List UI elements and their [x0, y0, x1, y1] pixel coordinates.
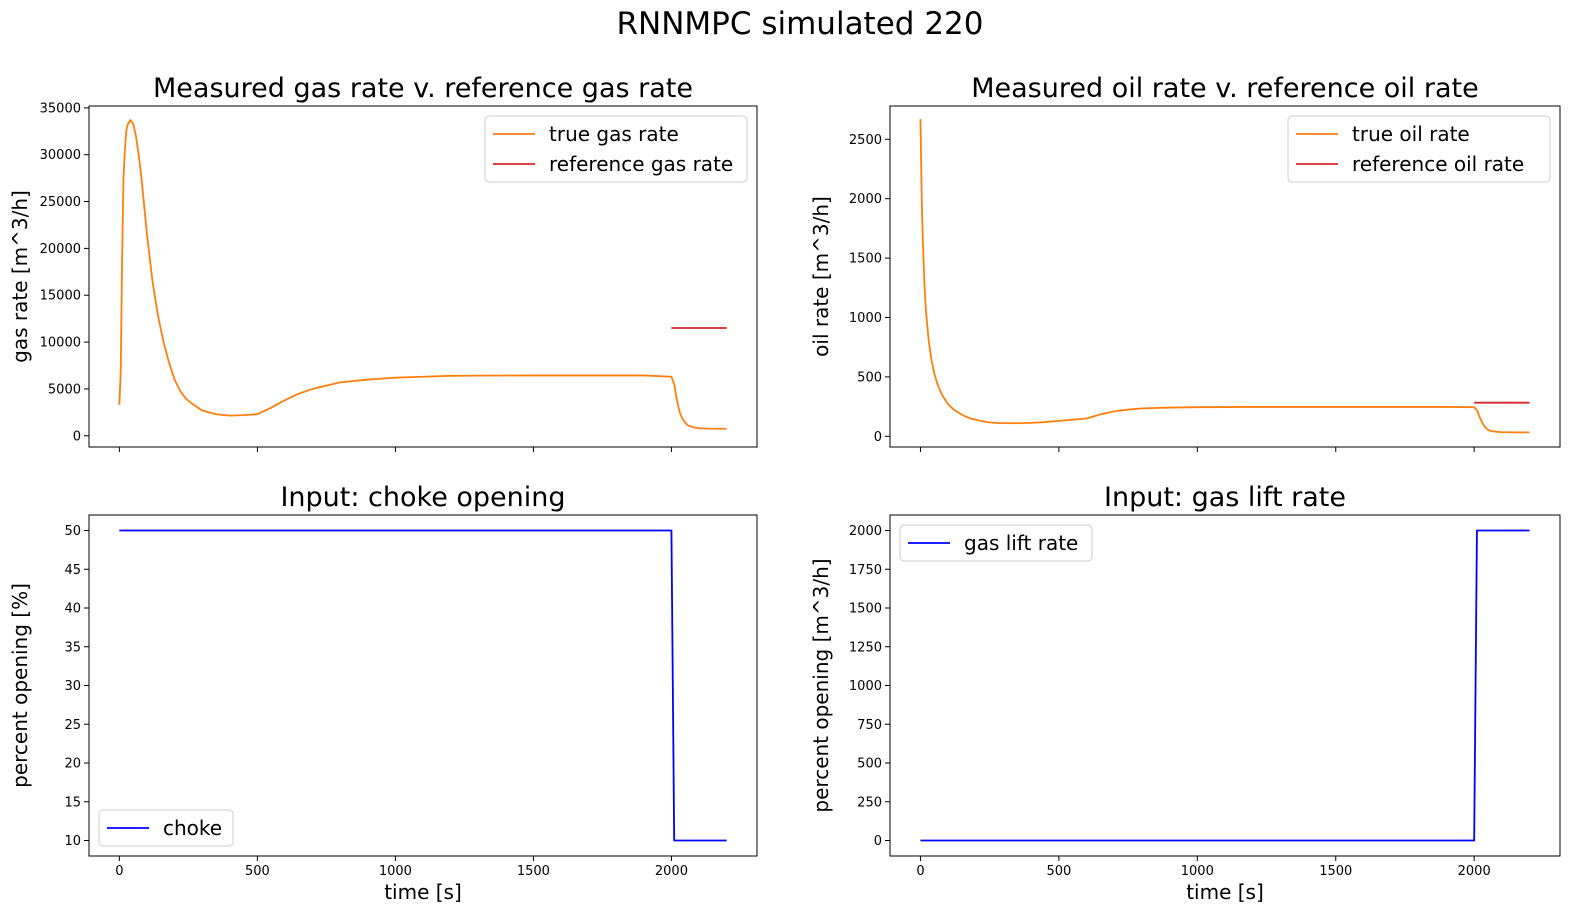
axes-frame — [889, 105, 1561, 448]
y-tick-label: 1000 — [849, 679, 882, 694]
y-tick-label: 1500 — [849, 602, 882, 617]
legend-box — [98, 809, 234, 847]
y-tick-label: 250 — [857, 795, 882, 810]
y-tick-label: 10000 — [40, 336, 81, 351]
y-tick-label: 1750 — [849, 563, 882, 578]
series-line-true-oil-rate — [919, 119, 1530, 434]
y-tick-label: 2000 — [849, 524, 882, 539]
y-tick-label: 750 — [857, 718, 882, 733]
y-tick-label: 25000 — [40, 195, 81, 210]
axes-frame — [889, 514, 1561, 857]
chart-panel-1: Measured gas rate v. reference gas rate g… — [8, 73, 758, 452]
y-tick-label: 5000 — [48, 382, 81, 397]
y-axis-label: percent opening [%] — [8, 583, 32, 788]
x-tick-label: 1000 — [1181, 864, 1214, 879]
y-tick-label: 50 — [64, 524, 81, 539]
legend: gas lift rate — [899, 524, 1093, 562]
y-tick-label: 500 — [857, 757, 882, 772]
y-tick-label: 25 — [64, 718, 81, 733]
y-tick-label: 15000 — [40, 289, 81, 304]
x-axis-label: time [s] — [384, 880, 462, 904]
series-line-choke — [119, 529, 727, 842]
x-axis-label: time [s] — [1186, 880, 1264, 904]
y-tick-label: 35000 — [40, 101, 81, 116]
y-tick-label: 30000 — [40, 148, 81, 163]
y-tick-label: 0 — [73, 429, 81, 444]
figure-suptitle: RNNMPC simulated 220 — [616, 6, 983, 42]
x-tick-label: 1500 — [517, 864, 550, 879]
x-tick-label: 0 — [115, 864, 123, 879]
y-tick-label: 2000 — [849, 192, 882, 207]
y-tick-label: 30 — [64, 679, 81, 694]
y-tick-label: 45 — [64, 563, 81, 578]
legend-entry: true oil rate — [1352, 122, 1470, 146]
legend: true gas rate reference gas rate — [484, 115, 748, 183]
y-tick-label: 500 — [857, 370, 882, 385]
axes-frame — [88, 514, 758, 857]
y-tick-label: 20 — [64, 757, 81, 772]
x-tick-label: 500 — [1046, 864, 1071, 879]
panel-title: Input: choke opening — [280, 482, 565, 513]
y-tick-label: 0 — [874, 430, 882, 445]
y-tick-label: 1500 — [849, 252, 882, 267]
legend: true oil rate reference oil rate — [1287, 115, 1551, 183]
legend-entry: reference gas rate — [549, 152, 733, 176]
y-tick-label: 35 — [64, 640, 81, 655]
y-tick-label: 0 — [874, 834, 882, 849]
chart-panel-4: Input: gas lift rate percent opening [m^3… — [809, 482, 1561, 904]
y-tick-label: 10 — [64, 834, 81, 849]
y-axis-label: percent opening [m^3/h] — [809, 558, 833, 812]
x-tick-label: 2000 — [655, 864, 688, 879]
plot-area — [890, 515, 1560, 856]
chart-panels: Measured gas rate v. reference gas rate g… — [8, 73, 1561, 904]
y-tick-label: 15 — [64, 795, 81, 810]
legend-entry: true gas rate — [549, 122, 679, 146]
series-line-gas-lift-rate — [920, 529, 1530, 842]
panel-title: Input: gas lift rate — [1104, 482, 1346, 513]
legend-entry: reference oil rate — [1352, 152, 1524, 176]
y-tick-label: 1250 — [849, 640, 882, 655]
y-axis-label: oil rate [m^3/h] — [809, 196, 833, 357]
legend-entry: gas lift rate — [964, 531, 1078, 555]
y-tick-label: 2500 — [849, 133, 882, 148]
plot-area — [89, 515, 757, 856]
chart-panel-3: Input: choke opening percent opening [%] t… — [8, 482, 758, 904]
legend-box — [484, 115, 748, 183]
legend-entry: choke — [163, 816, 222, 840]
x-tick-label: 0 — [916, 864, 924, 879]
series-line-true-gas-rate — [118, 119, 727, 430]
legend-box — [1287, 115, 1551, 183]
y-tick-label: 40 — [64, 602, 81, 617]
y-axis-label: gas rate [m^3/h] — [8, 190, 32, 363]
panel-title: Measured oil rate v. reference oil rate — [971, 73, 1479, 104]
x-tick-label: 1500 — [1319, 864, 1352, 879]
y-tick-label: 20000 — [40, 242, 81, 257]
x-tick-label: 1000 — [379, 864, 412, 879]
x-tick-label: 2000 — [1458, 864, 1491, 879]
chart-panel-2: Measured oil rate v. reference oil rate o… — [809, 73, 1561, 452]
legend: choke — [98, 809, 234, 847]
axes-frame — [88, 105, 758, 448]
panel-title: Measured gas rate v. reference gas rate — [153, 73, 693, 104]
y-tick-label: 1000 — [849, 311, 882, 326]
x-tick-label: 500 — [245, 864, 270, 879]
legend-box — [899, 524, 1093, 562]
